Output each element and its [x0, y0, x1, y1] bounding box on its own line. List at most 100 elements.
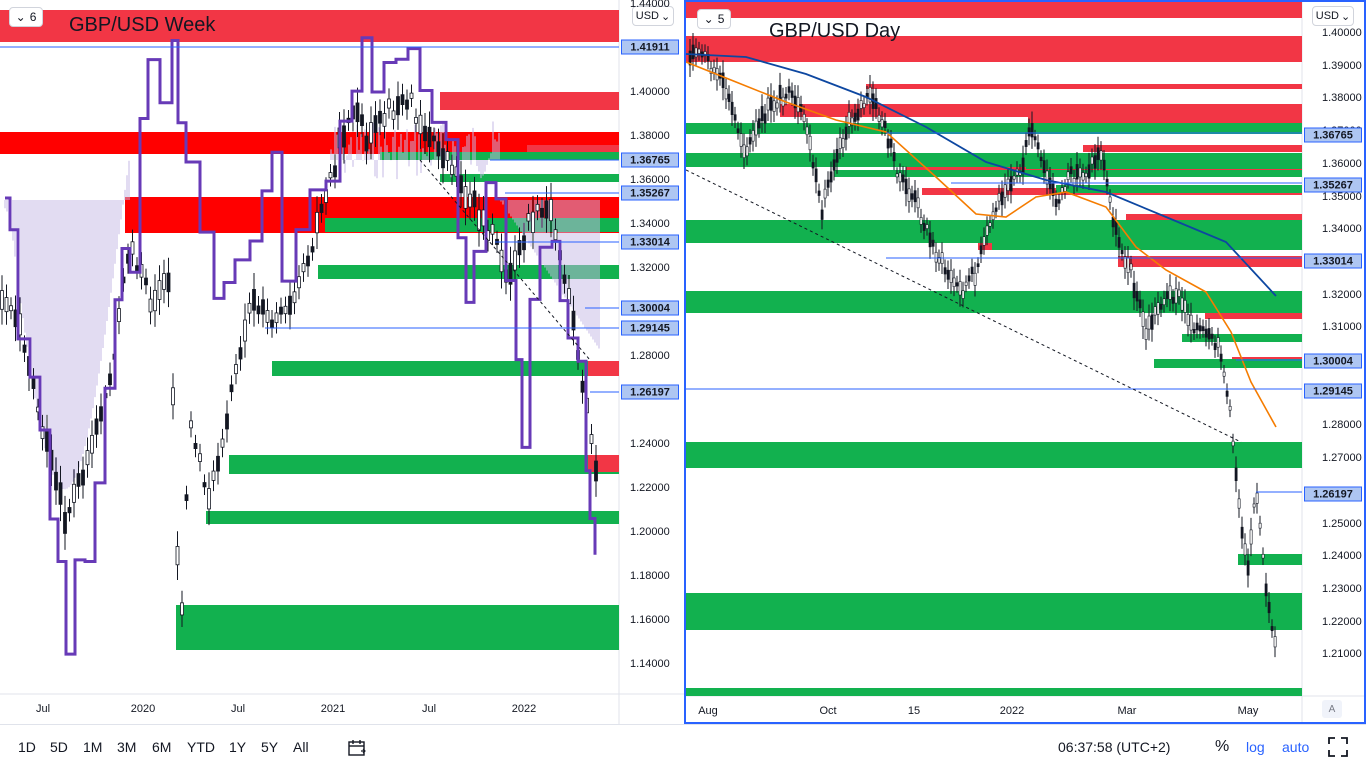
candle-body: [544, 200, 549, 219]
candle-body: [22, 344, 27, 353]
currency-selector-left[interactable]: USD ⌄: [632, 6, 674, 26]
candle-body: [117, 308, 121, 323]
candle-body: [1093, 155, 1097, 169]
price-level-label: 1.35267: [621, 185, 679, 201]
price-tick: 1.22000: [1322, 615, 1362, 628]
candle-body: [490, 223, 495, 235]
candle-body: [391, 110, 396, 120]
daily-chart-canvas[interactable]: [686, 2, 1366, 724]
candle-body: [180, 602, 184, 616]
candle-body: [1042, 160, 1046, 174]
candle-body: [763, 113, 767, 124]
price-level-label: 1.30004: [1304, 353, 1362, 369]
candle-body: [889, 138, 893, 148]
zone-9: [1118, 256, 1302, 267]
candle-body: [229, 384, 234, 393]
candle-body: [540, 207, 544, 218]
log-toggle[interactable]: log: [1246, 739, 1265, 755]
layout-badge-left[interactable]: ⌄ 6: [9, 7, 43, 27]
candle-body: [1213, 343, 1217, 351]
clock-display[interactable]: 06:37:58 (UTC+2): [1058, 739, 1171, 755]
candle-body: [1237, 498, 1241, 509]
candle-body: [1117, 237, 1121, 248]
price-tick: 1.24000: [630, 438, 670, 450]
candle-body: [721, 72, 725, 89]
fullscreen-icon[interactable]: [1328, 737, 1348, 760]
candle-body: [414, 117, 418, 124]
candle-body: [477, 209, 481, 231]
candle-body: [1051, 183, 1055, 197]
percent-toggle[interactable]: %: [1215, 738, 1230, 755]
range-1m-button[interactable]: 1M: [83, 739, 103, 755]
candle-body: [712, 66, 716, 73]
candle-body: [1021, 157, 1025, 173]
candle-body: [814, 168, 818, 183]
candle-body: [841, 138, 845, 148]
candle-body: [1159, 303, 1163, 310]
date-range-calendar-icon[interactable]: [348, 739, 368, 760]
auto-toggle[interactable]: auto: [1282, 739, 1310, 755]
candle-body: [1096, 147, 1100, 160]
candle-body: [157, 280, 162, 300]
chevron-down-icon: ⌄: [703, 12, 714, 26]
candle-body: [1207, 328, 1211, 340]
time-tick: 2021: [320, 703, 346, 715]
candle-body: [1234, 467, 1238, 482]
price-level-label: 1.41911: [621, 39, 679, 55]
candle-body: [1102, 159, 1106, 171]
bottom-toolbar: 1D 5D 1M 3M 6M YTD 1Y 5Y All 06:37:58 (U…: [0, 724, 1366, 769]
candle-body: [517, 240, 522, 256]
range-5y-button[interactable]: 5Y: [261, 739, 279, 755]
price-level-label: 1.30004: [621, 300, 679, 316]
candle-body: [382, 113, 387, 127]
currency-selector-right[interactable]: USD ⌄: [1312, 6, 1354, 26]
zone-7: [272, 361, 619, 376]
weekly-chart-canvas[interactable]: [0, 0, 684, 724]
candle-body: [1138, 299, 1142, 309]
candle-body: [166, 272, 171, 293]
candle-body: [1192, 328, 1196, 334]
chevron-down-icon: ⌄: [15, 10, 26, 24]
range-1d-button[interactable]: 1D: [18, 739, 36, 755]
currency-label: USD: [635, 10, 659, 22]
candle-body: [811, 162, 815, 169]
zone-17: [686, 123, 1302, 134]
weekly-chart-pane[interactable]: ⌄ 6 GBP/USD Week USD ⌄ 1.44000 1.40000 1.3…: [0, 0, 684, 724]
range-6m-button[interactable]: 6M: [152, 739, 172, 755]
candle-body: [31, 378, 36, 389]
candle-body: [1258, 522, 1262, 529]
layout-badge-number: 5: [717, 12, 725, 26]
range-5d-button[interactable]: 5D: [50, 739, 68, 755]
candle-body: [63, 512, 67, 534]
candle-body: [153, 289, 157, 312]
range-1y-button[interactable]: 1Y: [229, 739, 247, 755]
candle-body: [859, 100, 863, 109]
candle-body: [148, 298, 153, 313]
candle-body: [688, 50, 692, 66]
range-ytd-button[interactable]: YTD: [187, 739, 215, 755]
layout-badge-right[interactable]: ⌄ 5: [697, 9, 731, 29]
candle-body: [856, 108, 860, 121]
candle-body: [790, 90, 794, 98]
chevron-down-icon: ⌄: [1341, 10, 1351, 23]
price-tick: 1.27000: [1322, 452, 1362, 465]
candle-body: [1084, 173, 1088, 178]
auto-scale-button[interactable]: A: [1322, 700, 1342, 718]
candle-body: [778, 84, 782, 101]
time-tick: Aug: [698, 705, 718, 717]
candle-body: [694, 47, 698, 58]
candle-body: [1195, 322, 1199, 331]
range-3m-button[interactable]: 3M: [117, 739, 137, 755]
candle-body: [288, 295, 292, 315]
candle-body: [1120, 250, 1124, 255]
price-tick: 1.34000: [1322, 223, 1362, 236]
candle-body: [1078, 167, 1082, 178]
candle-body: [1003, 184, 1007, 198]
candle-body: [1129, 263, 1133, 271]
daily-chart-pane[interactable]: ⌄ 5 GBP/USD Day USD ⌄ 1.40000 1.39000 1.38…: [684, 0, 1366, 724]
candle-body: [1024, 140, 1028, 147]
range-all-button[interactable]: All: [293, 739, 309, 755]
candle-body: [736, 128, 740, 133]
price-tick: 1.32000: [1322, 288, 1362, 301]
candle-body: [531, 211, 535, 234]
